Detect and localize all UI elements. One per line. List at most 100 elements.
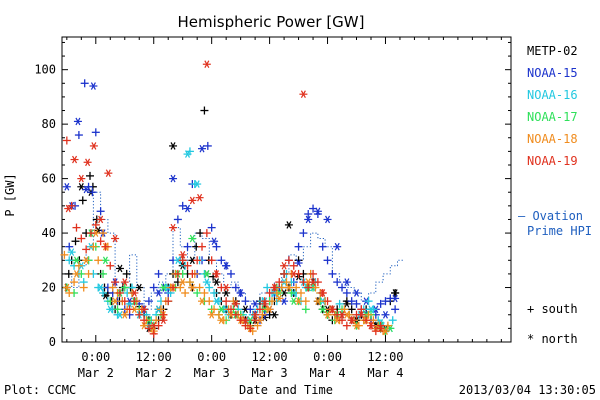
south-marker xyxy=(292,283,301,292)
north-marker xyxy=(149,321,158,330)
north-marker xyxy=(212,270,221,278)
south-marker xyxy=(268,297,277,306)
north-marker xyxy=(328,305,337,314)
y-tick-label: 40 xyxy=(42,226,56,240)
south-marker xyxy=(65,242,74,251)
plot-frame xyxy=(61,36,512,343)
south-marker xyxy=(284,256,293,265)
south-marker xyxy=(301,297,310,306)
south-marker xyxy=(196,229,205,238)
north-marker xyxy=(207,310,216,319)
south-marker xyxy=(74,131,83,140)
north-marker xyxy=(280,261,289,270)
south-marker xyxy=(205,297,214,306)
north-marker xyxy=(338,310,347,319)
north-marker xyxy=(222,261,231,270)
north-marker xyxy=(70,155,79,164)
south-marker xyxy=(282,278,291,287)
south-marker xyxy=(91,220,100,229)
x-tick-time: 0:00 xyxy=(313,350,342,364)
ovation-hpi-layer xyxy=(64,191,405,310)
south-marker xyxy=(74,261,83,270)
north-marker xyxy=(195,193,204,202)
north-marker xyxy=(284,283,293,292)
north-marker xyxy=(251,310,260,319)
south-marker xyxy=(323,256,332,265)
north-marker xyxy=(270,310,279,319)
north-marker xyxy=(89,82,98,90)
north-marker xyxy=(111,297,120,305)
south-marker xyxy=(77,234,86,243)
south-marker xyxy=(99,288,108,297)
south-marker xyxy=(120,283,129,292)
north-marker xyxy=(183,204,192,213)
south-marker xyxy=(214,310,223,319)
north-marker xyxy=(352,289,361,297)
north-marker xyxy=(304,215,313,224)
south-marker xyxy=(309,269,318,278)
south-marker xyxy=(183,242,192,251)
south-marker xyxy=(173,215,182,224)
north-marker xyxy=(82,185,91,194)
south-marker xyxy=(80,79,89,88)
south-marker xyxy=(376,299,385,308)
north-marker xyxy=(210,237,219,246)
legend-entry: NOAA-17 xyxy=(527,110,578,124)
north-marker xyxy=(106,305,115,314)
north-marker xyxy=(89,142,98,150)
north-marker xyxy=(178,278,187,286)
south-marker xyxy=(106,261,115,270)
series-legend: METP-02 NOAA-15 NOAA-16 NOAA-17 NOAA-18 NOAA-… xyxy=(518,44,592,346)
north-marker xyxy=(352,321,361,330)
x-tick-date: Mar 2 xyxy=(136,366,172,380)
x-tick-date: Mar 3 xyxy=(252,366,288,380)
north-marker xyxy=(333,242,342,251)
north-marker xyxy=(202,270,211,278)
north-marker xyxy=(198,144,207,153)
legend-entry: METP-02 xyxy=(527,44,578,58)
south-marker xyxy=(65,256,74,265)
north-marker xyxy=(309,278,318,286)
north-marker xyxy=(299,90,308,98)
south-marker xyxy=(265,288,274,297)
south-marker xyxy=(99,269,108,278)
north-marker xyxy=(96,283,105,292)
south-marker xyxy=(62,136,71,145)
legend-entry: NOAA-16 xyxy=(527,88,578,102)
north-marker xyxy=(202,278,211,286)
south-marker xyxy=(226,305,235,314)
south-marker xyxy=(149,283,158,292)
north-marker xyxy=(265,305,274,314)
north-marker xyxy=(222,289,231,297)
north-marker xyxy=(251,300,260,308)
north-marker xyxy=(104,169,113,177)
footer-source: Plot: CCMC xyxy=(4,383,76,397)
south-marker xyxy=(207,223,216,232)
south-marker xyxy=(193,288,202,297)
south-marker xyxy=(231,283,240,292)
south-marker xyxy=(202,229,211,238)
ovation-legend-label: – Ovation xyxy=(518,209,583,223)
south-marker xyxy=(231,310,240,319)
north-marker xyxy=(241,316,250,325)
south-marker xyxy=(203,141,212,150)
north-marker xyxy=(366,321,375,330)
x-tick-time: 12:00 xyxy=(252,350,288,364)
north-marker xyxy=(73,117,82,126)
south-marker xyxy=(207,256,216,265)
south-marker xyxy=(342,288,351,297)
south-marker xyxy=(88,188,97,197)
south-marker xyxy=(357,305,366,314)
south-marker xyxy=(94,256,103,265)
north-marker xyxy=(188,234,197,243)
south-marker xyxy=(84,269,93,278)
south-marker xyxy=(304,210,313,219)
north-marker xyxy=(120,310,129,319)
south-marker xyxy=(113,305,122,314)
south-marker xyxy=(383,321,392,330)
south-marker xyxy=(60,250,69,259)
south-marker xyxy=(200,288,209,297)
legend-entry: NOAA-18 xyxy=(527,132,578,146)
north-marker xyxy=(323,310,332,319)
x-tick-time: 12:00 xyxy=(367,350,403,364)
